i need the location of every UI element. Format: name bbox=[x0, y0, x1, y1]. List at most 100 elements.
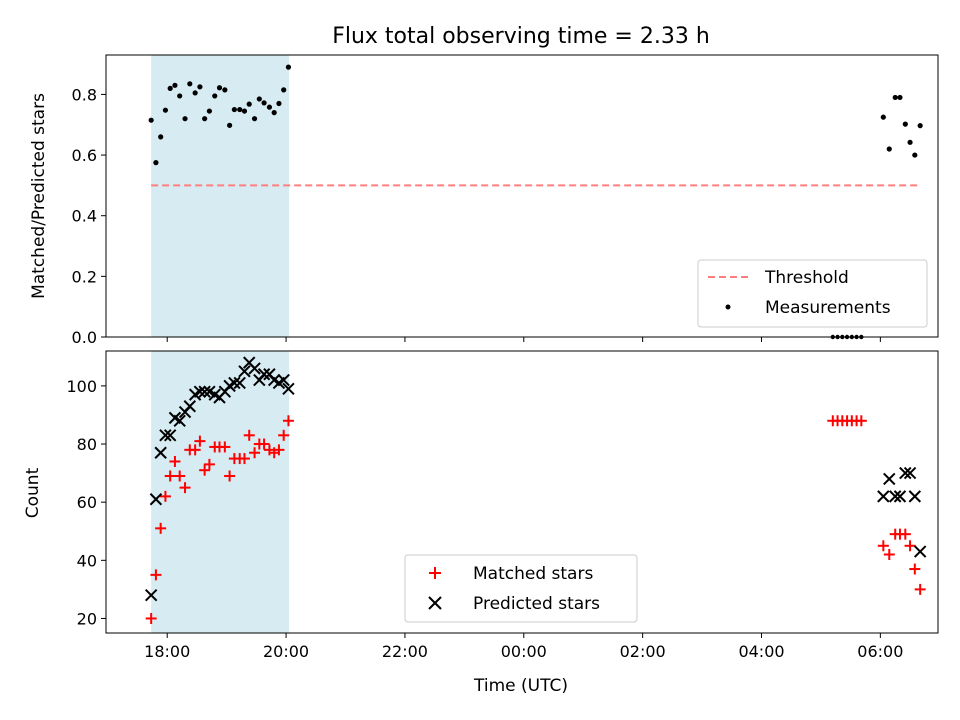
x-axis-label: Time (UTC) bbox=[473, 676, 568, 696]
measurement-point bbox=[206, 108, 213, 114]
matched-star-point bbox=[224, 470, 236, 482]
measurement-point bbox=[241, 108, 248, 114]
matched-star-point bbox=[179, 482, 191, 494]
predicted-star-point bbox=[257, 368, 271, 381]
threshold-legend-label: Threshold bbox=[764, 268, 849, 288]
matched-star-point bbox=[174, 470, 186, 482]
x-tick-label: 20:00 bbox=[263, 642, 309, 661]
measurement-point bbox=[192, 90, 198, 96]
chart-title: Flux total observing time = 2.33 h bbox=[332, 24, 710, 49]
y-tick-label: 60 bbox=[77, 493, 97, 512]
matched-star-point bbox=[877, 540, 889, 552]
matched-star-point bbox=[238, 453, 250, 465]
measurements-legend-label: Measurements bbox=[765, 298, 891, 318]
matched-star-point bbox=[273, 444, 285, 456]
y-tick-label: 40 bbox=[77, 551, 97, 570]
measurement-point bbox=[276, 100, 282, 107]
measurement-point bbox=[285, 64, 292, 70]
y-tick-label: 0.4 bbox=[72, 207, 97, 226]
measurement-point bbox=[892, 94, 898, 101]
series-top bbox=[148, 64, 923, 340]
measurement-point bbox=[281, 87, 287, 93]
matched-star-point bbox=[258, 438, 270, 450]
measurement-point bbox=[261, 100, 267, 106]
measurements-legend-swatch bbox=[725, 304, 731, 310]
measurement-point bbox=[886, 146, 892, 152]
matched-star-point bbox=[155, 522, 167, 534]
top-y-axis-label: Matched/Predicted stars bbox=[29, 93, 49, 299]
matched-star-point bbox=[249, 447, 261, 459]
x-tick-label: 06:00 bbox=[857, 642, 903, 661]
bottom-legend-box bbox=[404, 554, 638, 623]
predicted-star-point bbox=[173, 414, 186, 427]
matched-star-point bbox=[164, 470, 176, 482]
bottom-panel: 20 40 60 80 100 18:00 20:00 22:00 00:00 02:00 04:… bbox=[23, 350, 939, 696]
measurement-point bbox=[172, 82, 178, 88]
predicted-star-point bbox=[248, 362, 261, 375]
predicted-star-point bbox=[159, 429, 172, 442]
predicted-star-point bbox=[282, 382, 295, 396]
measurement-point bbox=[227, 122, 233, 128]
y-tick-label: 20 bbox=[77, 609, 97, 628]
top-axes-frame bbox=[105, 54, 939, 338]
matched-star-point bbox=[145, 612, 157, 624]
top-legend-box bbox=[697, 259, 928, 328]
y-tick-label: 100 bbox=[66, 377, 97, 396]
matched-star-point bbox=[194, 435, 206, 447]
predicted-star-point bbox=[908, 490, 922, 503]
predicted-legend-swatch bbox=[428, 596, 442, 610]
predicted-star-point bbox=[899, 466, 912, 480]
x-tick-label: 22:00 bbox=[382, 642, 428, 661]
matched-star-point bbox=[219, 441, 231, 453]
matched-star-point bbox=[199, 464, 211, 476]
measurement-point bbox=[231, 106, 237, 113]
measurement-point bbox=[897, 94, 903, 101]
bottom-axes-frame bbox=[105, 350, 939, 634]
x-tick-label: 00:00 bbox=[501, 642, 547, 661]
measurement-point bbox=[187, 81, 193, 87]
measurement-point bbox=[162, 107, 169, 113]
x-ticks-bottom: 18:00 20:00 22:00 00:00 02:00 04:00 06:00 bbox=[144, 633, 903, 661]
measurement-point bbox=[216, 85, 223, 91]
matched-star-point bbox=[159, 490, 171, 502]
y-tick-label: 0.2 bbox=[72, 267, 97, 286]
measurement-point bbox=[222, 87, 228, 93]
measurement-point bbox=[902, 121, 908, 127]
x-tick-label: 02:00 bbox=[620, 642, 666, 661]
measurement-point bbox=[246, 101, 252, 107]
y-tick-label: 0.8 bbox=[72, 85, 97, 104]
matched-star-point bbox=[909, 563, 921, 575]
x-ticks-top bbox=[166, 337, 881, 342]
measurement-point bbox=[912, 152, 918, 158]
measurement-point bbox=[148, 117, 154, 123]
matched-star-point bbox=[189, 444, 201, 456]
matched-legend-label: Matched stars bbox=[473, 564, 593, 584]
observing-window-shade bbox=[151, 55, 290, 337]
y-ticks-bottom: 20 40 60 80 100 bbox=[66, 377, 106, 628]
top-panel: 0.00.20.40.60.8 Matched/Predicted stars … bbox=[29, 54, 939, 347]
predicted-star-point bbox=[183, 400, 197, 413]
predicted-star-point bbox=[889, 490, 902, 503]
measurement-point bbox=[212, 93, 218, 99]
matched-star-point bbox=[282, 415, 294, 427]
matched-star-point bbox=[243, 429, 255, 441]
measurement-point bbox=[266, 104, 273, 110]
matched-star-point bbox=[278, 429, 290, 441]
bottom-legend: Matched stars Predicted stars bbox=[404, 554, 638, 623]
measurement-point bbox=[880, 114, 886, 120]
series-bottom bbox=[144, 356, 927, 624]
measurement-point bbox=[917, 123, 923, 129]
y-tick-label: 80 bbox=[77, 435, 97, 454]
measurement-point bbox=[177, 93, 183, 99]
matched-star-point bbox=[899, 528, 911, 540]
measurement-point bbox=[237, 106, 243, 113]
predicted-star-point bbox=[883, 472, 896, 486]
measurement-point bbox=[197, 84, 203, 90]
predicted-star-point bbox=[893, 490, 907, 503]
matched-star-point bbox=[914, 583, 926, 595]
predicted-star-point bbox=[154, 446, 167, 459]
matched-star-point bbox=[150, 569, 162, 581]
top-legend: Threshold Measurements bbox=[697, 259, 928, 328]
predicted-star-point bbox=[233, 376, 246, 390]
